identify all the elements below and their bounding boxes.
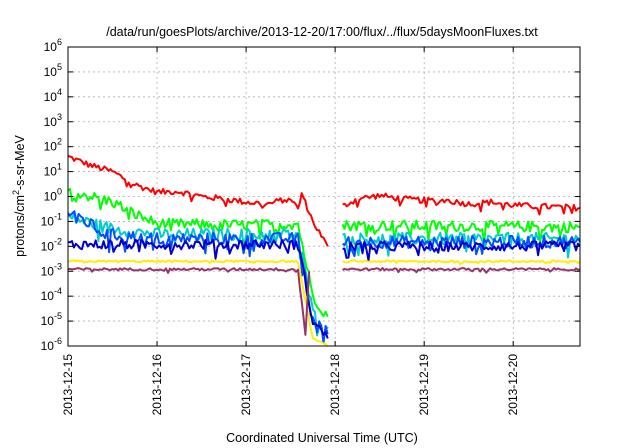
series-line [342,267,581,274]
y-tick-label: 106 [44,37,62,54]
y-tick-label: 10-3 [41,261,62,278]
series-layer [67,154,581,347]
y-axis-label: protons/cm2-s-sr-MeV [11,134,27,256]
x-tick-label: 2013-12-19 [417,354,431,416]
x-tick-label: 2013-12-20 [506,354,520,416]
series-line [342,259,581,266]
grid [68,47,580,346]
series-line [67,187,329,318]
series-line [67,238,329,339]
series-line [341,219,581,244]
x-axis-label: Coordinated Universal Time (UTC) [226,431,418,445]
y-tick-label: 104 [44,87,62,104]
y-tick-label: 101 [44,162,62,179]
y-tick-label: 10-2 [41,236,62,253]
x-tick-label: 2013-12-15 [61,354,75,416]
series-line [67,154,329,247]
x-tick-label: 2013-12-17 [239,354,253,416]
series-line [342,240,581,262]
y-tick-label: 102 [44,137,62,154]
x-tick-label: 2013-12-18 [328,354,342,416]
y-tick-label: 103 [44,112,62,129]
y-tick-label: 10-1 [41,211,62,228]
y-tick-label: 100 [44,187,62,204]
y-axis-ticks: 10-6 10-5 10-4 10-3 10-2 10-1 100 101 102 103 104 1… [41,37,580,353]
y-tick-label: 10-6 [41,336,62,353]
series-line [342,231,581,259]
series-line [67,259,329,347]
series-line [67,267,311,336]
chart-title: /data/run/goesPlots/archive/2013-12-20/1… [106,25,538,39]
y-tick-label: 10-4 [41,286,62,303]
x-axis-ticks: 2013-12-15 2013-12-16 2013-12-17 2013-12-18… [61,47,520,415]
y-tick-label: 10-5 [41,311,62,328]
series-line [342,192,581,216]
x-tick-label: 2013-12-16 [150,354,164,416]
y-tick-label: 105 [44,62,62,79]
